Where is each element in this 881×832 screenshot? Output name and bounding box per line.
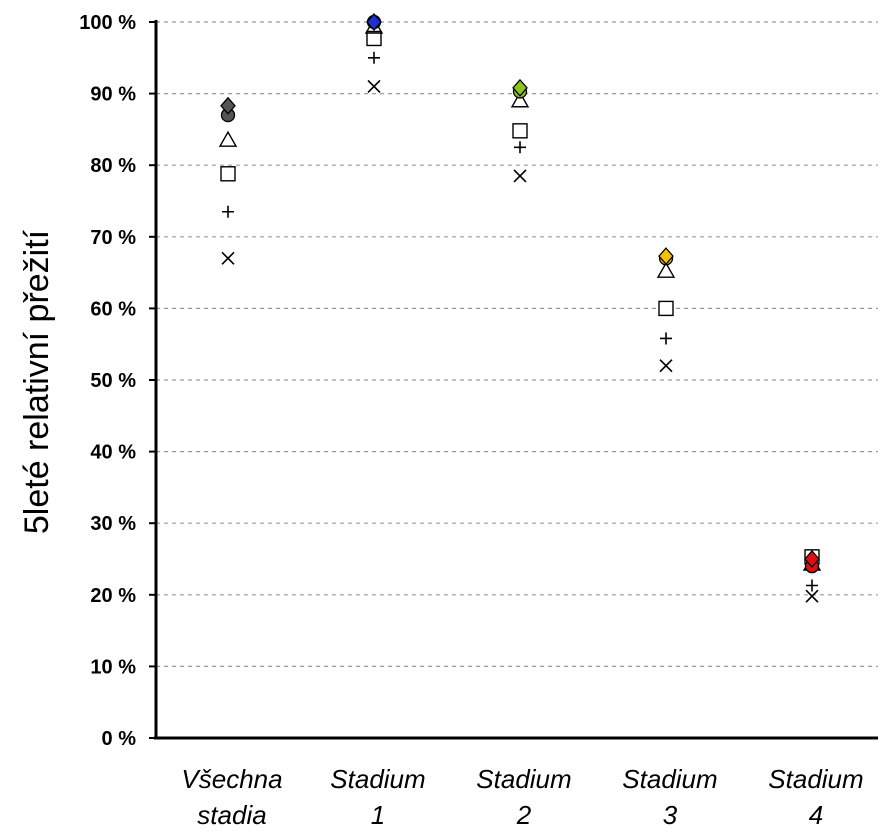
y-tick-label: 90 % [90,84,136,106]
data-markers [218,13,822,603]
y-tick-label: 70 % [90,227,136,249]
triangle-marker [510,91,530,108]
category-label: 3 [663,800,678,830]
plus-marker [514,141,526,154]
square-marker [658,300,674,317]
y-tick-label: 20 % [90,585,136,607]
triangle-marker [218,130,238,147]
cross-marker [221,251,235,265]
y-tick-label: 40 % [90,442,136,464]
cross-marker [659,359,673,373]
plus-marker [660,332,672,345]
category-labels: Všechna stadia Stadium 1 Stadium 2 Stadium 3 Sta… [181,764,863,830]
plus-marker [806,579,818,592]
triangle-marker [656,261,676,278]
cross-marker [367,79,381,94]
y-tick-label: 0 % [102,728,137,750]
square-marker [220,166,236,182]
category-label: stadia [197,800,266,830]
category-label: 1 [371,800,385,830]
y-tick-label: 80 % [90,155,136,177]
gridlines [156,21,878,668]
y-tick-label: 30 % [90,513,136,535]
category-label: 4 [809,800,823,830]
plus-marker [222,205,234,218]
square-marker [512,123,528,139]
cross-marker [513,169,527,183]
plus-marker [368,51,380,64]
square-marker [366,30,382,47]
category-label: Stadium [330,764,425,794]
y-axis-title: 5leté relativní přežití [18,229,56,534]
y-tick-labels: 0 % 10 % 20 % 30 % 40 % 50 % 60 % 70 % 80 % 90 % 1… [79,12,136,750]
category-label: 2 [516,800,532,830]
cross-marker [805,589,819,603]
diamond-marker [220,96,236,115]
y-tick-label: 60 % [90,298,136,320]
diamond-marker [366,13,382,31]
y-tick-label: 50 % [90,370,136,392]
y-tick-label: 100 % [79,12,136,34]
y-tick-label: 10 % [90,656,136,678]
diamond-marker [512,78,528,97]
category-label: Všechna [181,764,282,794]
diamond-marker [658,247,674,266]
category-label: Stadium [476,764,571,794]
diamond-marker [804,550,820,568]
axes [149,20,878,740]
category-label: Stadium [768,764,863,794]
category-label: Stadium [622,764,717,794]
